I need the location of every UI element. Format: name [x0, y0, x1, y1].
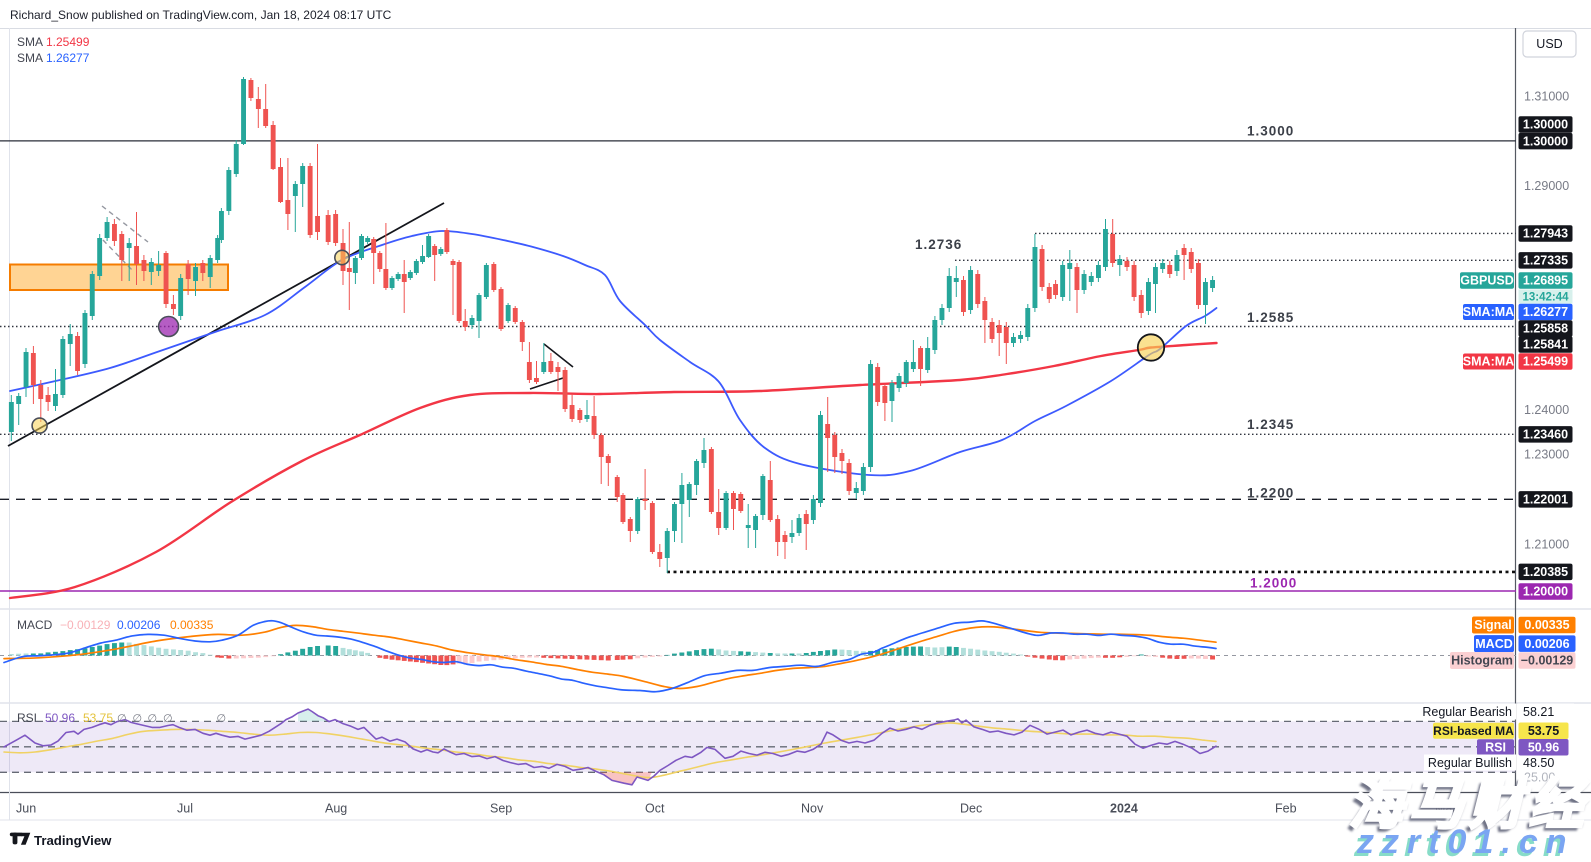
svg-text:RSI: RSI [17, 711, 37, 725]
svg-text:58.21: 58.21 [1523, 705, 1554, 719]
svg-text:Regular Bearish: Regular Bearish [1422, 705, 1512, 719]
svg-text:1.23460: 1.23460 [1523, 428, 1568, 442]
svg-text:1.27335: 1.27335 [1523, 254, 1568, 268]
svg-text:1.26895: 1.26895 [1523, 274, 1568, 288]
svg-text:0.00335: 0.00335 [1524, 618, 1569, 632]
svg-text:0.00206: 0.00206 [1524, 637, 1569, 651]
svg-text:50.96: 50.96 [45, 711, 75, 725]
svg-text:53.75: 53.75 [1528, 724, 1559, 738]
svg-text:SMA:MA: SMA:MA [1463, 355, 1514, 369]
svg-text:RSI: RSI [1485, 740, 1506, 754]
svg-text:1.2200: 1.2200 [1247, 486, 1294, 501]
svg-text:1.25499: 1.25499 [1523, 355, 1568, 369]
svg-text:25.00: 25.00 [1524, 771, 1555, 785]
svg-text:−0.00129: −0.00129 [1521, 654, 1574, 668]
svg-text:1.23000: 1.23000 [1524, 448, 1569, 462]
svg-text:1.26277: 1.26277 [1523, 305, 1568, 319]
svg-text:0.00335: 0.00335 [170, 618, 214, 632]
svg-text:Sep: Sep [490, 802, 512, 816]
svg-text:MACD: MACD [17, 618, 53, 632]
svg-text:1.2345: 1.2345 [1247, 417, 1294, 432]
svg-text:1.2000: 1.2000 [1250, 576, 1297, 591]
svg-text:SMA: SMA [17, 35, 43, 49]
svg-text:1.31000: 1.31000 [1524, 89, 1569, 103]
svg-text:−0.00129: −0.00129 [60, 618, 111, 632]
svg-text:SMA:MA: SMA:MA [1463, 305, 1514, 319]
svg-text:∅: ∅ [133, 713, 143, 725]
svg-text:Jul: Jul [177, 802, 193, 816]
svg-text:0.00206: 0.00206 [117, 618, 161, 632]
svg-text:1.29000: 1.29000 [1524, 179, 1569, 193]
svg-text:MACD: MACD [1475, 637, 1513, 651]
svg-text:13:42:44: 13:42:44 [1522, 292, 1569, 304]
svg-text:1.30000: 1.30000 [1523, 134, 1568, 148]
svg-text:1.3000: 1.3000 [1247, 124, 1294, 139]
svg-text:1.25858: 1.25858 [1523, 322, 1568, 336]
svg-text:Richard_Snow published on Trad: Richard_Snow published on TradingView.co… [10, 8, 392, 22]
svg-text:USD: USD [1536, 37, 1562, 51]
svg-text:∅: ∅ [163, 713, 173, 725]
svg-text:Aug: Aug [325, 802, 347, 816]
svg-text:1.22001: 1.22001 [1523, 493, 1568, 507]
svg-text:1.30000: 1.30000 [1523, 118, 1568, 132]
svg-text:1.20000: 1.20000 [1523, 585, 1568, 599]
svg-text:1.21000: 1.21000 [1524, 537, 1569, 551]
svg-text:Jun: Jun [16, 802, 36, 816]
svg-text:1.27943: 1.27943 [1523, 227, 1568, 241]
svg-text:∅: ∅ [217, 713, 227, 725]
svg-text:48.50: 48.50 [1523, 756, 1554, 770]
svg-text:53.75: 53.75 [83, 711, 113, 725]
svg-text:Signal: Signal [1474, 618, 1512, 632]
svg-text:GBPUSD: GBPUSD [1460, 274, 1513, 288]
svg-text:1.26277: 1.26277 [46, 51, 90, 65]
svg-text:1.2585: 1.2585 [1247, 310, 1294, 325]
svg-text:∅: ∅ [148, 713, 158, 725]
svg-text:1.20385: 1.20385 [1523, 565, 1568, 579]
svg-text:50.96: 50.96 [1528, 740, 1559, 754]
svg-text:Mar: Mar [1435, 802, 1457, 816]
svg-text:Nov: Nov [801, 802, 824, 816]
svg-text:Oct: Oct [645, 802, 665, 816]
svg-text:∅: ∅ [117, 713, 127, 725]
svg-text:Histogram: Histogram [1451, 654, 1513, 668]
svg-text:1.25499: 1.25499 [46, 35, 90, 49]
svg-text:TradingView: TradingView [34, 833, 112, 848]
svg-text:Feb: Feb [1275, 802, 1297, 816]
svg-text:2024: 2024 [1110, 802, 1138, 816]
svg-text:SMA: SMA [17, 51, 43, 65]
svg-text:1.25841: 1.25841 [1523, 338, 1568, 352]
svg-text:RSI-based MA: RSI-based MA [1433, 724, 1514, 738]
svg-text:Dec: Dec [960, 802, 982, 816]
svg-text:1.2736: 1.2736 [915, 237, 962, 252]
svg-text:Regular Bullish: Regular Bullish [1428, 756, 1512, 770]
svg-text:1.24000: 1.24000 [1524, 403, 1569, 417]
